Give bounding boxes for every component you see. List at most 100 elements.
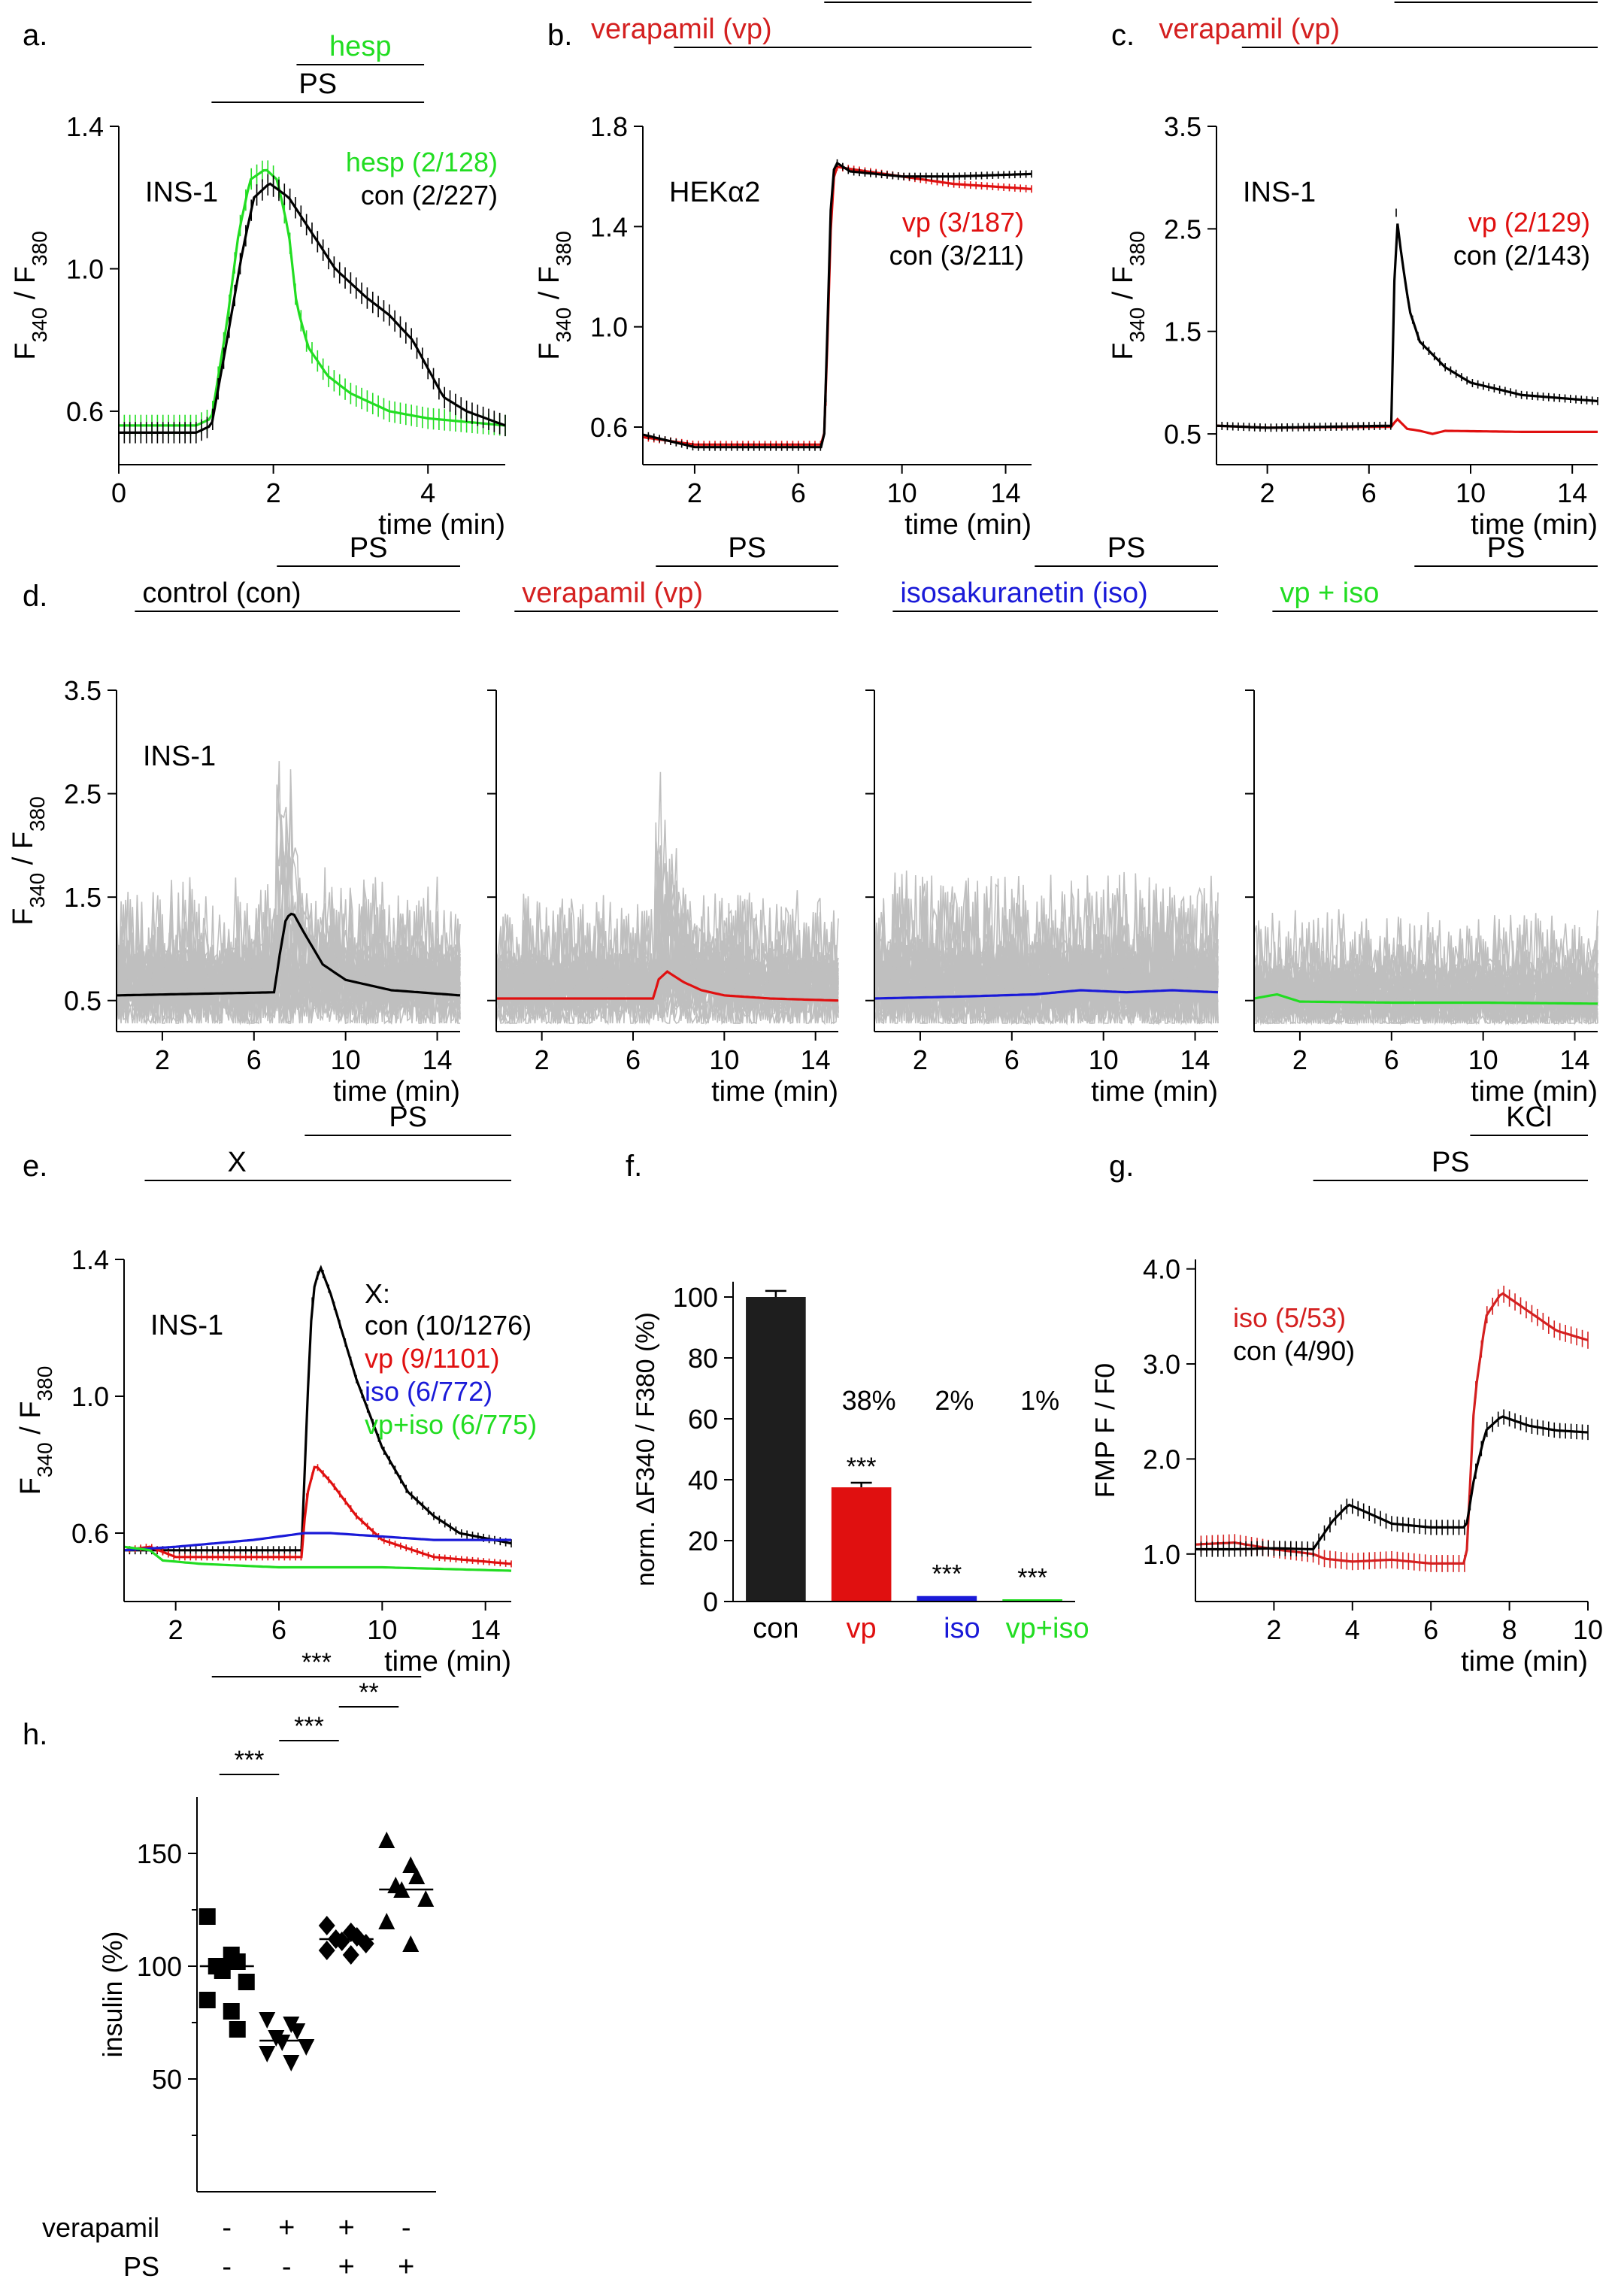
- x-tick-label: 6: [247, 1044, 262, 1075]
- y-axis-label: F340 / F380: [534, 231, 575, 360]
- condition-label: PS: [1107, 532, 1146, 564]
- legend-entry: vp+iso (6/775): [365, 1409, 537, 1440]
- data-point: [238, 1974, 255, 1990]
- legend-entry: vp (9/1101): [365, 1343, 499, 1374]
- data-point: [318, 1941, 335, 1960]
- panel-label: g.: [1109, 1150, 1134, 1183]
- condition-row-label: PS: [123, 2251, 159, 2282]
- x-tick-label: 14: [1557, 477, 1587, 508]
- y-axis-label-part: 380: [33, 1366, 56, 1402]
- data-point: [378, 1913, 395, 1929]
- y-tick-label: 1.5: [64, 882, 102, 913]
- x-tick-label: 10: [1089, 1044, 1119, 1075]
- x-tick-label: 6: [1004, 1044, 1020, 1075]
- x-tick-label: 6: [1362, 477, 1377, 508]
- category-label: iso: [944, 1613, 980, 1644]
- single-cell-trace: [116, 904, 461, 1024]
- y-axis-label-part: 340: [33, 1442, 56, 1477]
- series-vp: [123, 1464, 512, 1568]
- condition-label: control (con): [142, 577, 301, 609]
- y-tick-label: 0.6: [71, 1518, 109, 1549]
- data-point: [402, 1935, 420, 1952]
- y-axis-label-part: / F: [1107, 266, 1139, 308]
- y-axis-label: F340 / F380: [15, 1366, 56, 1496]
- series-line: [1253, 992, 1598, 1005]
- series-line: [119, 182, 506, 434]
- x-axis-label: time (min): [1471, 509, 1598, 541]
- y-axis-label-part: 380: [552, 231, 575, 266]
- series-iso: [874, 989, 1219, 1000]
- condition-label: verapamil (vp): [522, 577, 703, 609]
- series-line: [874, 989, 1219, 1000]
- single-cell-trace: [116, 832, 461, 1024]
- y-axis-label: norm. ΔF340 / F380 (%): [632, 1312, 660, 1586]
- y-tick-label: 1.0: [1143, 1539, 1180, 1570]
- series-line: [642, 165, 1032, 446]
- single-cell-traces: [874, 870, 1219, 1026]
- category-label: con: [753, 1613, 798, 1644]
- y-tick-label: 80: [688, 1343, 718, 1374]
- series-vp: [496, 970, 839, 1002]
- data-point: [298, 2039, 315, 2056]
- significance-label: ***: [932, 1560, 962, 1589]
- y-axis-label-part: F: [10, 343, 41, 360]
- x-tick-label: 14: [991, 477, 1021, 508]
- series-line: [124, 1265, 512, 1552]
- x-axis-label: time (min): [333, 1076, 460, 1108]
- legend-entry: con (10/1276): [365, 1310, 532, 1341]
- series-line: [117, 912, 461, 997]
- bar: [1002, 1599, 1062, 1602]
- condition-symbol: +: [338, 2251, 355, 2283]
- condition-symbol: -: [282, 2251, 292, 2283]
- single-cell-trace: [874, 893, 1219, 1026]
- single-cell-trace: [874, 895, 1219, 1024]
- legend-entry: vp (2/129): [1468, 207, 1590, 238]
- percent-label: 2%: [935, 1385, 974, 1416]
- single-cell-traces: [1253, 909, 1598, 1026]
- y-tick-label: 3.0: [1143, 1349, 1180, 1380]
- condition-label: isosakuranetin (iso): [900, 577, 1147, 609]
- data-point: [289, 2023, 306, 2040]
- condition-symbol: -: [401, 2212, 411, 2244]
- panel-label: a.: [23, 19, 47, 52]
- series-iso: [123, 1532, 511, 1552]
- series-con: [642, 159, 1032, 451]
- single-cell-trace: [1253, 928, 1598, 1022]
- y-axis-label-part: / F: [10, 266, 41, 308]
- y-axis-label-part: 340: [26, 873, 49, 908]
- x-tick-label: 2: [1266, 1614, 1281, 1645]
- y-axis-label-part: F: [1107, 343, 1139, 360]
- panel-f: f. con vp 38% *** iso 2% *** vp+iso 1% *** 0 20 40 60 8…: [626, 1150, 1089, 1644]
- data-point: [198, 1992, 216, 2008]
- panel-label: f.: [626, 1150, 642, 1183]
- x-tick-label: 6: [1384, 1044, 1399, 1075]
- bar: [831, 1487, 892, 1602]
- single-cell-trace: [495, 901, 839, 1023]
- data-point: [223, 2003, 240, 2020]
- significance-label: **: [359, 1678, 378, 1707]
- percent-label: 38%: [842, 1385, 896, 1416]
- legend-entry: con (4/90): [1233, 1335, 1355, 1366]
- y-axis-label-part: 380: [28, 231, 51, 266]
- data-point: [274, 2035, 291, 2051]
- x-tick-label: 8: [1502, 1614, 1517, 1645]
- legend-title: X:: [365, 1278, 390, 1309]
- panel-label: d.: [23, 580, 47, 613]
- y-axis-label-part: 380: [1126, 231, 1149, 266]
- x-tick-label: 14: [1180, 1044, 1210, 1075]
- single-cell-trace: [1253, 935, 1598, 1026]
- y-axis-label: F340 / F380: [8, 796, 49, 926]
- legend-entry: iso (6/772): [365, 1376, 492, 1407]
- significance-label: ***: [301, 1648, 332, 1677]
- single-cell-trace: [874, 873, 1219, 1019]
- significance-label: ***: [235, 1746, 265, 1774]
- condition-label: PS: [1432, 1147, 1470, 1178]
- x-tick-label: 10: [709, 1044, 739, 1075]
- x-tick-label: 6: [271, 1614, 286, 1645]
- condition-symbol: +: [278, 2212, 295, 2244]
